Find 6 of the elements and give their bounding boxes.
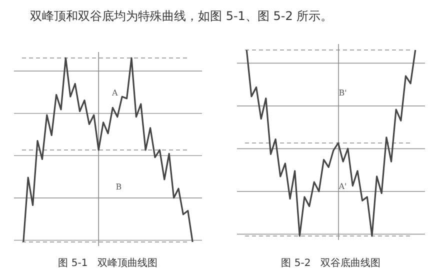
x-axis-title: 图 5-1 双峰顶曲线图 [58,257,158,269]
x-axis-title: 图 5-2 双谷底曲线图 [281,257,381,269]
annotation: B' [338,88,347,98]
annotation: A [111,88,118,98]
chart-title: 双峰顶和双谷底均为特殊曲线，如图 5-1、图 5-2 所示。 [30,9,333,23]
annotation: B [116,182,122,192]
